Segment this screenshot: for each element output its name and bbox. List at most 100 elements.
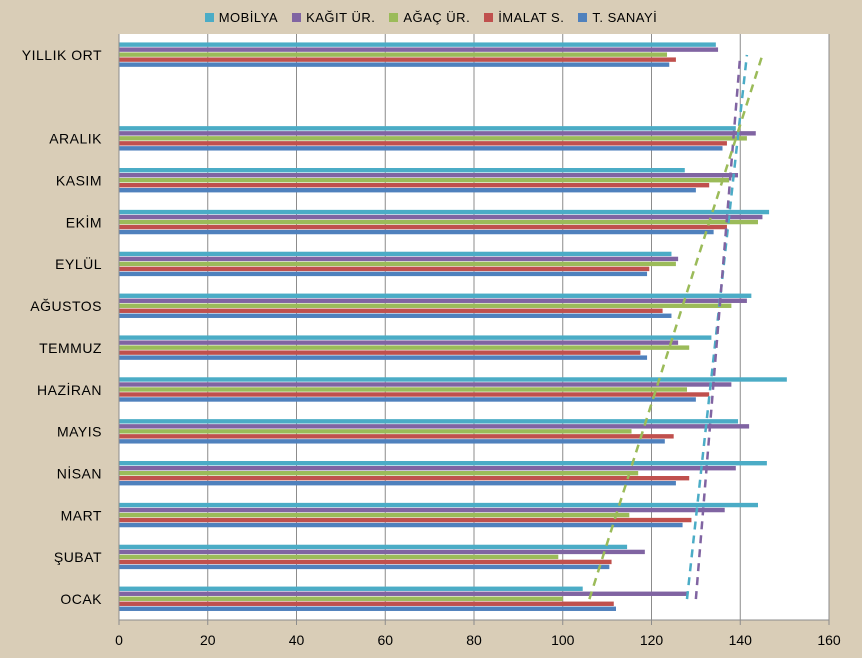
- bar: [119, 461, 767, 466]
- bar: [119, 559, 612, 565]
- bar: [119, 466, 736, 471]
- legend-swatch: [578, 12, 588, 22]
- bar: [119, 261, 676, 267]
- bar: [119, 224, 727, 230]
- bar: [119, 146, 723, 151]
- legend-swatch: [389, 12, 399, 22]
- x-tick-label: 120: [640, 632, 664, 648]
- bar: [119, 345, 690, 350]
- category-label: OCAK: [60, 591, 102, 607]
- bar: [119, 308, 663, 313]
- bar: [119, 377, 787, 382]
- bar: [119, 502, 758, 508]
- bar: [119, 313, 672, 318]
- legend-swatch: [484, 12, 494, 22]
- x-tick-label: 80: [466, 632, 482, 648]
- category-label: KASIM: [56, 173, 102, 189]
- bar: [119, 476, 690, 481]
- bar: [119, 591, 687, 596]
- bar: [119, 52, 668, 57]
- bar: [119, 62, 670, 67]
- bar: [119, 293, 752, 298]
- bar: [119, 350, 641, 355]
- bar: [119, 126, 736, 131]
- legend-label: KAĞIT ÜR.: [306, 9, 376, 25]
- x-tick-label: 0: [115, 632, 123, 648]
- legend-item: T. SANAYİ: [578, 10, 657, 25]
- bar: [119, 42, 716, 47]
- legend-label: MOBİLYA: [218, 9, 279, 25]
- bar: [119, 271, 648, 277]
- bar: [119, 517, 692, 523]
- x-tick-label: 60: [377, 632, 393, 648]
- x-tick-label: 140: [729, 632, 753, 648]
- bar: [119, 173, 739, 178]
- bar: [119, 57, 676, 62]
- bar: [119, 586, 583, 591]
- bar: [119, 303, 732, 308]
- bar: [119, 424, 750, 429]
- bar: [119, 168, 685, 173]
- bar: [119, 544, 628, 550]
- legend-item: KAĞIT ÜR.: [292, 10, 375, 25]
- bar: [119, 335, 712, 340]
- bar: [119, 512, 630, 518]
- legend: MOBİLYA KAĞIT ÜR. AĞAÇ ÜR. İMALAT S. T. SANA…: [0, 6, 862, 28]
- category-label: ARALIK: [49, 131, 102, 147]
- bar: [119, 141, 727, 146]
- trendline: [694, 54, 742, 600]
- bar: [119, 188, 696, 193]
- legend-item: MOBİLYA: [204, 9, 279, 25]
- bar: [119, 183, 710, 188]
- bar: [119, 481, 676, 486]
- bar: [119, 554, 559, 560]
- bar: [119, 298, 747, 303]
- bar: [119, 392, 710, 397]
- bar: [119, 136, 747, 141]
- bar: [119, 219, 758, 225]
- bar: [119, 522, 683, 528]
- bar: [119, 355, 648, 360]
- bar: [119, 256, 679, 262]
- bar: [119, 382, 732, 387]
- bar: [119, 266, 650, 272]
- bar: [119, 596, 563, 601]
- trendline: [588, 54, 764, 600]
- bar: [119, 251, 672, 257]
- x-tick-label: 160: [817, 632, 841, 648]
- legend-label: AĞAÇ ÜR.: [403, 9, 471, 25]
- legend-item: İMALAT S.: [484, 10, 564, 25]
- bar: [119, 564, 610, 570]
- bar: [119, 507, 725, 513]
- bar: [119, 549, 645, 555]
- bar: [119, 209, 770, 215]
- bar: [119, 131, 756, 136]
- bar: [119, 434, 674, 439]
- x-tick-label: 100: [551, 632, 575, 648]
- x-tick-label: 20: [200, 632, 216, 648]
- bar: [119, 340, 679, 345]
- bar: [119, 387, 687, 392]
- legend-label: İMALAT S.: [498, 9, 565, 25]
- bar: [119, 229, 714, 235]
- category-label: MART: [61, 507, 102, 523]
- bar: [119, 601, 614, 606]
- category-label: NİSAN: [57, 465, 102, 482]
- category-label: HAZİRAN: [37, 381, 102, 398]
- category-label: ŞUBAT: [54, 549, 102, 565]
- bar: [119, 419, 739, 424]
- legend-swatch: [204, 12, 214, 22]
- bar: [119, 214, 763, 220]
- category-label: MAYIS: [57, 424, 102, 440]
- bar: [119, 429, 632, 434]
- legend-label: T. SANAYİ: [592, 9, 658, 25]
- bar: [119, 439, 665, 444]
- category-label: YILLIK ORT: [22, 47, 102, 63]
- bar: [119, 47, 719, 52]
- category-label: TEMMUZ: [39, 340, 102, 356]
- legend-item: AĞAÇ ÜR.: [389, 10, 470, 25]
- bar: [119, 178, 730, 183]
- bar: [119, 397, 696, 402]
- category-label: AĞUSTOS: [30, 298, 102, 314]
